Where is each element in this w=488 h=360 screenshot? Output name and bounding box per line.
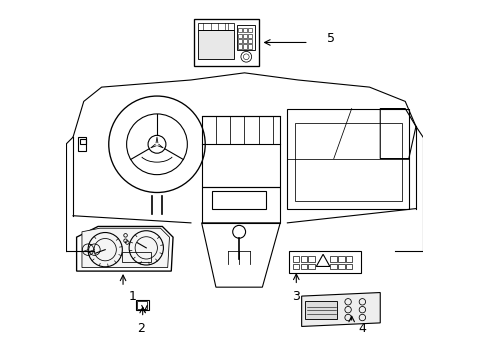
Bar	[194, 19, 258, 66]
Bar	[212, 191, 265, 208]
Bar	[243, 39, 247, 43]
Bar	[337, 256, 344, 262]
Bar	[294, 123, 401, 202]
Bar	[238, 44, 242, 49]
Bar	[137, 301, 147, 309]
Bar	[308, 256, 314, 262]
Text: 5: 5	[326, 32, 334, 45]
Polygon shape	[82, 228, 169, 267]
Bar	[122, 252, 150, 262]
Bar	[248, 28, 252, 32]
Polygon shape	[301, 293, 380, 327]
Bar	[238, 39, 242, 43]
Bar	[80, 139, 85, 144]
Bar	[329, 264, 336, 269]
Bar	[345, 256, 352, 262]
Bar	[292, 264, 299, 269]
Text: 3: 3	[292, 289, 300, 303]
Bar	[287, 109, 408, 208]
Bar	[305, 301, 337, 319]
Bar	[243, 44, 247, 49]
Bar	[337, 264, 344, 269]
Text: 2: 2	[137, 322, 144, 335]
Text: 4: 4	[358, 322, 366, 335]
Bar	[237, 24, 255, 50]
Bar	[78, 137, 85, 152]
Bar	[292, 256, 299, 262]
Bar	[300, 264, 306, 269]
Bar	[198, 30, 233, 59]
Bar	[243, 28, 247, 32]
Bar	[135, 300, 149, 310]
Bar	[308, 264, 314, 269]
Bar	[329, 256, 336, 262]
Bar	[248, 33, 252, 38]
Bar	[198, 23, 233, 30]
Bar	[238, 28, 242, 32]
Text: 1: 1	[128, 289, 136, 303]
Bar	[248, 44, 252, 49]
Bar	[300, 256, 306, 262]
Bar	[243, 33, 247, 38]
Bar	[238, 33, 242, 38]
Bar	[201, 116, 280, 187]
Bar	[288, 251, 360, 273]
Bar	[345, 264, 352, 269]
Bar	[248, 39, 252, 43]
